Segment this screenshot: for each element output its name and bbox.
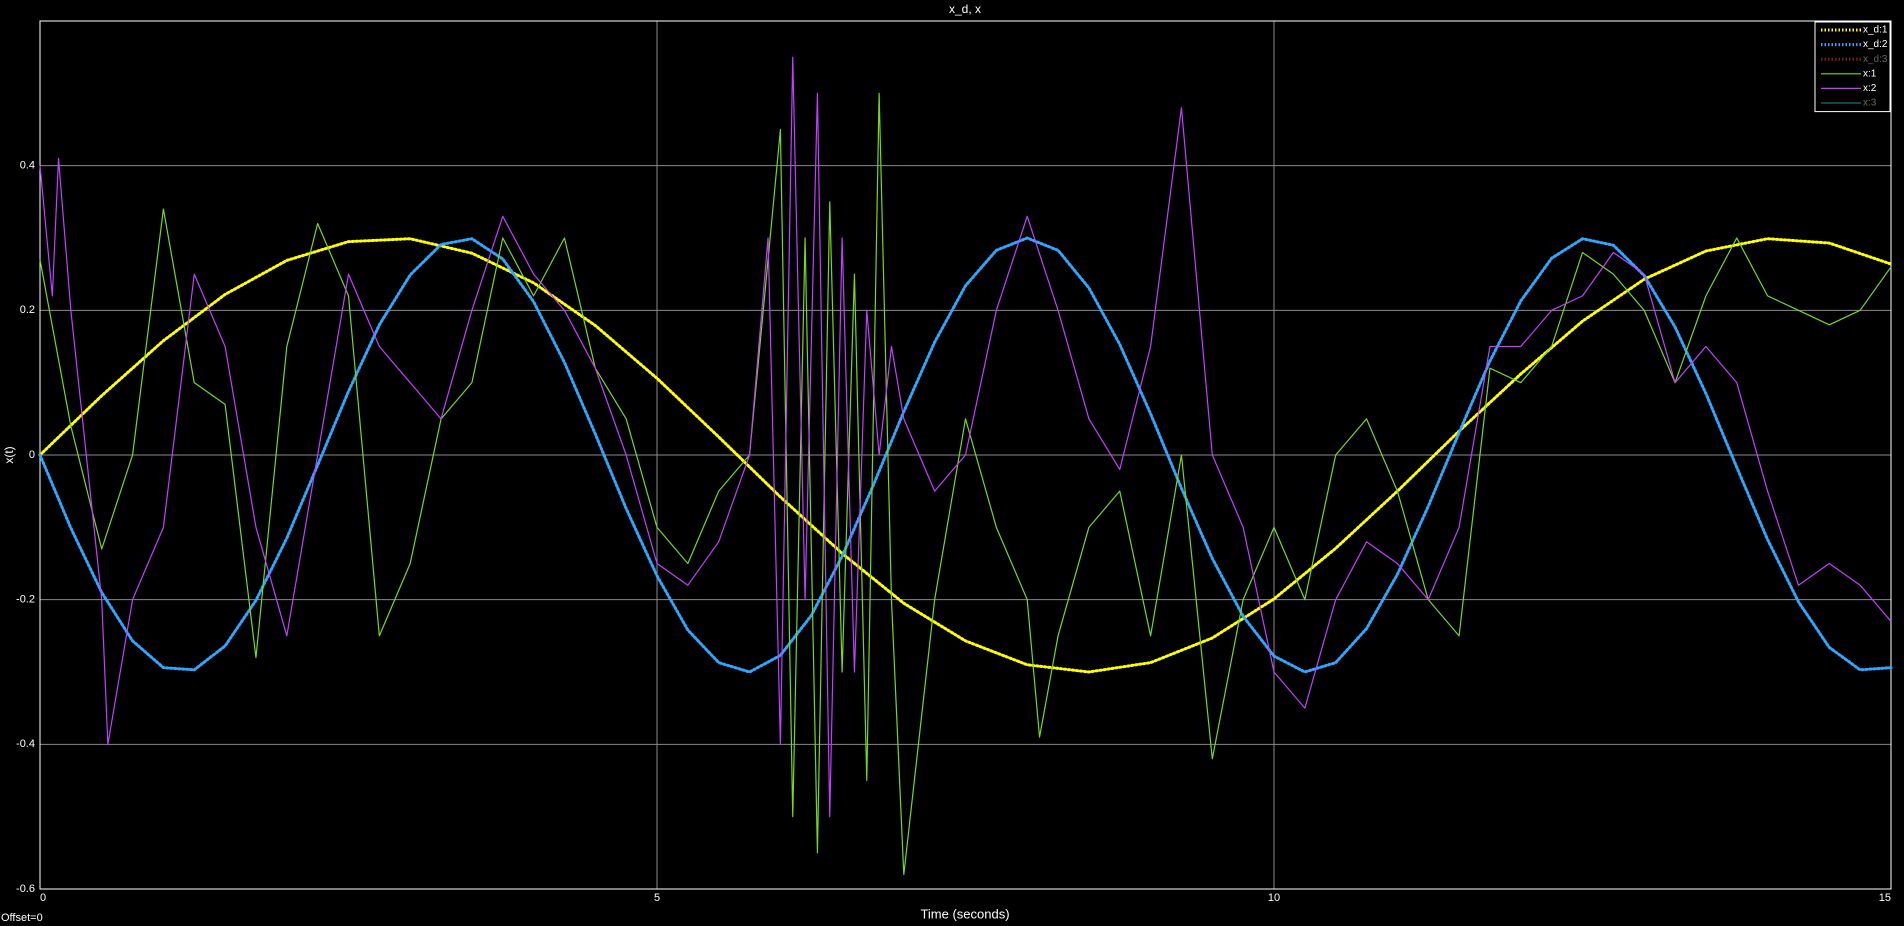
- legend-label: x_d:2: [1863, 39, 1888, 50]
- series-line: [38, 236, 1893, 674]
- offset-label: Offset=0: [1, 912, 43, 924]
- y-tick-label: -0.2: [16, 594, 35, 606]
- x-tick-label: 0: [40, 892, 46, 904]
- x-axis-label: Time (seconds): [920, 906, 1009, 921]
- series-line: [39, 56, 1892, 818]
- x-tick-label: 15: [1879, 892, 1891, 904]
- legend-label: x_d:1: [1863, 25, 1888, 36]
- x-tick-label: 5: [654, 892, 660, 904]
- series-line: [38, 237, 1893, 674]
- series-line: [39, 92, 1892, 876]
- y-tick-label: -0.4: [16, 738, 35, 750]
- legend-label: x:1: [1863, 68, 1877, 79]
- legend-box: [1814, 21, 1891, 113]
- y-tick-label: 0.2: [20, 304, 35, 316]
- y-tick-label: 0.4: [20, 160, 35, 172]
- chart-title: x_d, x: [949, 2, 981, 16]
- legend-label: x_d:3: [1863, 54, 1888, 65]
- x-tick-label: 10: [1268, 892, 1280, 904]
- y-tick-label: -0.6: [16, 883, 35, 895]
- legend-label: x:3: [1863, 98, 1877, 109]
- legend-label: x:2: [1863, 83, 1877, 94]
- y-axis-label: x(t): [2, 446, 16, 463]
- y-tick-label: 0: [29, 449, 35, 461]
